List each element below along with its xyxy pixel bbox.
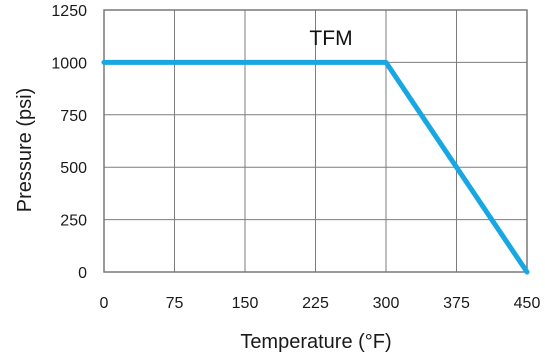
x-tick-label-5: 375 xyxy=(443,295,470,312)
y-tick-label-5: 1250 xyxy=(51,3,87,20)
x-tick-label-3: 225 xyxy=(302,295,329,312)
x-tick-label-0: 0 xyxy=(100,295,109,312)
y-tick-label-2: 500 xyxy=(60,160,87,177)
tick-labels: 0 75 150 225 300 375 450 0 250 500 750 1000 1250 xyxy=(51,3,540,312)
y-tick-label-0: 0 xyxy=(78,265,87,282)
y-tick-label-3: 750 xyxy=(60,108,87,125)
series-annotation-label: TFM xyxy=(309,27,352,50)
x-axis-title: Temperature (°F) xyxy=(240,331,391,353)
y-tick-label-4: 1000 xyxy=(51,55,87,72)
x-tick-label-6: 450 xyxy=(514,295,541,312)
x-tick-label-4: 300 xyxy=(373,295,400,312)
x-tick-label-2: 150 xyxy=(232,295,259,312)
y-axis-title: Pressure (psi) xyxy=(14,88,36,212)
y-tick-label-1: 250 xyxy=(60,213,87,230)
axes xyxy=(103,9,528,273)
x-tick-label-1: 75 xyxy=(166,295,184,312)
series-layer xyxy=(101,59,530,275)
plot-frame xyxy=(103,9,528,273)
